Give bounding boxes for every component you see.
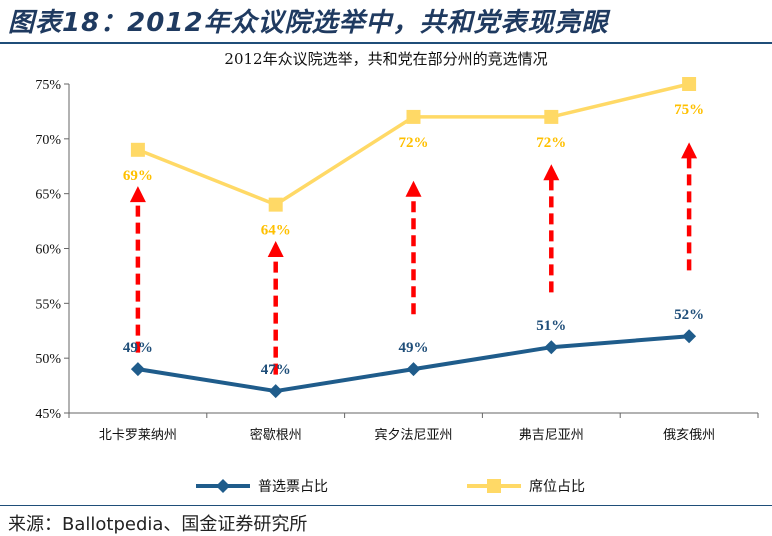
- legend-label-1: 普选票占比: [258, 479, 328, 495]
- y-tick-label: 60%: [35, 243, 61, 258]
- legend-marker-1: [216, 479, 230, 493]
- data-label: 52%: [674, 307, 704, 323]
- data-label: 47%: [261, 362, 291, 378]
- data-label: 51%: [536, 318, 566, 334]
- data-point-2: [268, 197, 283, 212]
- chart-plot-area: 49% 47% 49% 51% 52% 69% 64% 72% 72% 75%: [123, 77, 704, 399]
- data-label: 64%: [261, 223, 291, 239]
- growth-arrows: [129, 142, 698, 375]
- data-point-2: [682, 77, 697, 91]
- data-label: 72%: [399, 135, 429, 151]
- chart-legend: 普选票占比 席位占比: [196, 479, 585, 495]
- x-category-label: 北卡罗莱纳州: [99, 428, 177, 443]
- data-point-2: [130, 142, 145, 157]
- growth-arrow-head: [543, 164, 560, 181]
- y-tick-label: 65%: [35, 188, 61, 203]
- growth-arrow-head: [405, 180, 422, 197]
- chart-title: 2012年众议院选举，共和党在部分州的竞选情况: [224, 50, 547, 68]
- data-point-2: [406, 109, 421, 124]
- data-point-1: [130, 362, 145, 377]
- chart: 2012年众议院选举，共和党在部分州的竞选情况 45% 50% 55% 60% 65% 7…: [35, 50, 759, 495]
- chart-axes: 45% 50% 55% 60% 65% 70% 75% 北卡罗莱纳州 密歇根州 宾夕法尼亚州 弗吉尼…: [35, 78, 759, 443]
- y-tick-label: 50%: [35, 352, 61, 367]
- x-category-label: 弗吉尼亚州: [519, 428, 584, 443]
- growth-arrow-head: [267, 241, 284, 258]
- x-category-label: 宾夕法尼亚州: [374, 427, 452, 443]
- data-point-1: [268, 384, 283, 399]
- y-tick-label: 70%: [35, 133, 61, 148]
- figure-title: 图表18：2012年众议院选举中，共和党表现亮眼: [8, 8, 609, 38]
- data-point-2: [544, 109, 559, 124]
- title-divider: [0, 42, 772, 44]
- y-tick-label: 75%: [35, 78, 61, 93]
- y-tick-label: 45%: [35, 407, 61, 422]
- legend-label-2: 席位占比: [529, 479, 585, 495]
- data-point-1: [406, 362, 421, 377]
- source-divider: [0, 505, 772, 506]
- x-category-label: 密歇根州: [250, 427, 302, 443]
- data-label: 49%: [399, 340, 429, 356]
- data-label: 69%: [123, 168, 153, 184]
- data-label: 49%: [123, 340, 153, 356]
- source-note: 来源：Ballotpedia、国金证券研究所: [8, 514, 308, 535]
- data-point-1: [544, 340, 559, 355]
- growth-arrow-head: [129, 186, 146, 203]
- legend-marker-2: [487, 479, 501, 493]
- x-category-label: 俄亥俄州: [663, 428, 715, 443]
- data-label: 75%: [674, 102, 704, 118]
- data-label: 72%: [536, 135, 566, 151]
- data-point-1: [682, 329, 697, 344]
- growth-arrow-head: [681, 142, 698, 159]
- y-tick-label: 55%: [35, 297, 61, 312]
